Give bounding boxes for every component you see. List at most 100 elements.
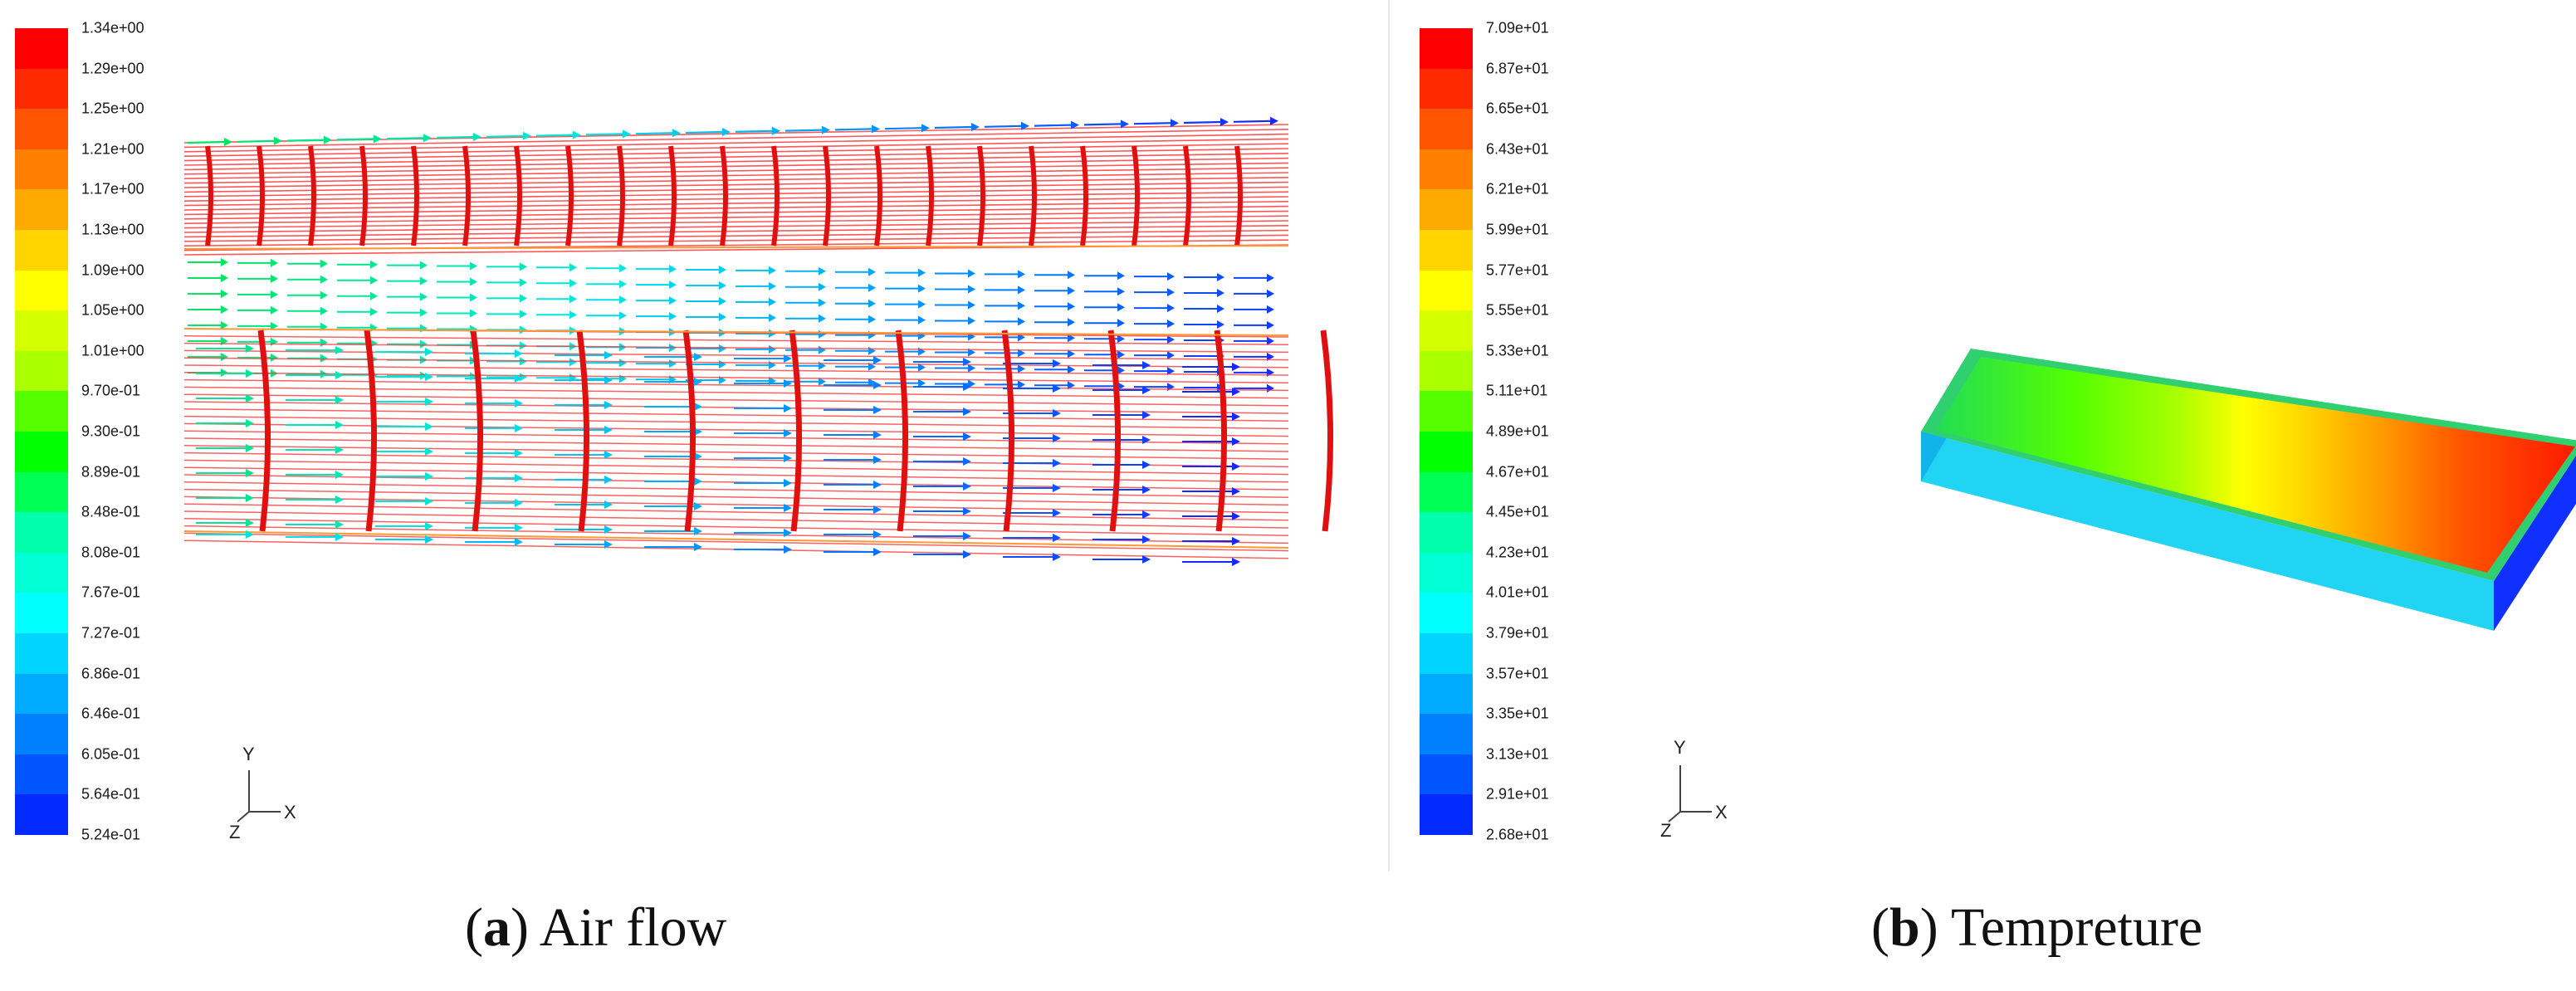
- legend-swatch: [1420, 593, 1473, 633]
- flow-arrowhead: [271, 305, 278, 315]
- upper-streamline: [183, 157, 1289, 175]
- flow-arrowhead: [420, 371, 428, 380]
- channel-wall: [183, 530, 1289, 549]
- upper-streamline: [183, 133, 1289, 153]
- legend-swatch: [1420, 552, 1473, 593]
- caption-b: (b) Tempreture: [1871, 897, 2203, 958]
- flow-arrowhead: [224, 138, 232, 146]
- flow-arrowhead: [423, 134, 432, 143]
- flow-arrowhead: [420, 292, 428, 301]
- flow-arrowhead: [1121, 120, 1129, 129]
- velocity-profile: [1080, 145, 1088, 247]
- flow-arrowhead: [569, 279, 577, 288]
- flow-arrowhead: [246, 444, 254, 452]
- velocity-profile: [1183, 145, 1191, 247]
- channel-wall: [183, 328, 1289, 336]
- flow-arrowhead: [1068, 318, 1075, 327]
- flow-arrowhead: [819, 266, 826, 276]
- legend-tick-label: 1.34e+00: [81, 19, 144, 37]
- velocity-profile: [682, 330, 697, 532]
- legend-swatch: [1420, 109, 1473, 149]
- flow-arrowhead: [918, 300, 926, 309]
- flow-arrowhead: [623, 129, 631, 139]
- flow-arrowhead: [335, 421, 344, 429]
- caption-b-text: Tempreture: [1951, 897, 2203, 958]
- upper-streamline: [183, 143, 1289, 162]
- velocity-profile: [874, 145, 882, 247]
- flow-arrowhead: [246, 469, 254, 477]
- flow-arrowhead: [694, 477, 702, 486]
- velocity-profile: [576, 330, 590, 532]
- panel-temperature: 7.09e+01 6.87e+01 6.65e+01 6.43e+01 6.21e+01…: [1390, 0, 2576, 871]
- velocity-profile: [789, 330, 803, 532]
- flow-arrowhead: [694, 378, 702, 386]
- flow-arrowhead: [784, 504, 792, 512]
- legend-tick-label: 8.89e-01: [81, 463, 141, 481]
- velocity-profile: [308, 145, 316, 247]
- flow-arrowhead: [968, 379, 975, 388]
- flow-arrowhead: [1071, 120, 1079, 129]
- legend-swatch: [15, 754, 68, 795]
- velocity-profile: [1132, 145, 1140, 247]
- flow-arrowhead: [1217, 289, 1224, 297]
- legend-swatch: [1420, 714, 1473, 754]
- flow-arrowhead: [1232, 462, 1240, 471]
- flow-arrowhead: [1117, 271, 1125, 281]
- flow-arrowhead: [425, 422, 433, 431]
- flow-arrow: [187, 140, 225, 144]
- flow-arrowhead: [1053, 509, 1061, 517]
- lower-streamline: [183, 445, 1289, 460]
- flow-arrowhead: [873, 530, 882, 539]
- flow-arrowhead: [669, 296, 677, 305]
- velocity-profile: [470, 330, 484, 532]
- flow-arrowhead: [619, 295, 627, 305]
- legend-swatch: [15, 552, 68, 593]
- flow-arrowhead: [963, 383, 971, 391]
- flow-arrowhead: [968, 364, 975, 373]
- flow-arrowhead: [1267, 305, 1274, 314]
- flow-arrow: [1034, 124, 1072, 127]
- flow-arrowhead: [963, 432, 971, 441]
- flow-arrowhead: [246, 394, 254, 403]
- legend-tick-label: 6.65e+01: [1486, 100, 1549, 117]
- flow-arrowhead: [1232, 437, 1240, 446]
- flow-arrowhead: [619, 374, 627, 383]
- flow-arrow: [436, 135, 474, 139]
- velocity-profile: [411, 145, 419, 247]
- flow-arrowhead: [569, 310, 577, 320]
- flow-arrowhead: [784, 429, 792, 437]
- flow-arrowhead: [669, 359, 677, 369]
- legend-swatch: [15, 673, 68, 715]
- flow-arrowhead: [719, 313, 726, 321]
- flow-arrow: [1233, 120, 1271, 123]
- legend-swatch: [1420, 68, 1473, 110]
- velocity-profile: [771, 145, 780, 247]
- flow-arrow: [785, 129, 823, 132]
- upper-streamline: [183, 210, 1289, 224]
- legend-swatch: [1420, 391, 1473, 432]
- legend-swatch: [15, 431, 68, 472]
- flow-arrowhead: [694, 502, 702, 510]
- velocity-profile: [895, 330, 909, 532]
- lower-streamline: [183, 393, 1289, 407]
- axis-z-label: Z: [229, 822, 241, 842]
- legend-tick-label: 3.79e+01: [1486, 624, 1549, 642]
- axis-triad-b: Y X Z: [1647, 730, 1747, 847]
- upper-streamline: [183, 162, 1289, 179]
- flow-arrowhead: [520, 278, 527, 287]
- flow-arrowhead: [1232, 413, 1240, 421]
- heated-plate-3d-view: [1921, 349, 2576, 631]
- legend-tick-label: 8.08e-01: [81, 544, 141, 561]
- upper-streamline: [183, 229, 1289, 242]
- flow-arrowhead: [246, 419, 254, 427]
- flow-arrowhead: [604, 525, 613, 534]
- flow-arrow: [1133, 122, 1171, 125]
- air-flow-vector-field: [183, 116, 1334, 566]
- plate-front-face: [1921, 432, 2494, 631]
- flow-arrowhead: [515, 399, 523, 408]
- flow-arrowhead: [769, 313, 776, 322]
- velocity-profile: [1001, 330, 1015, 532]
- flow-arrow: [535, 134, 574, 137]
- flow-arrowhead: [868, 362, 876, 371]
- flow-arrowhead: [470, 261, 477, 271]
